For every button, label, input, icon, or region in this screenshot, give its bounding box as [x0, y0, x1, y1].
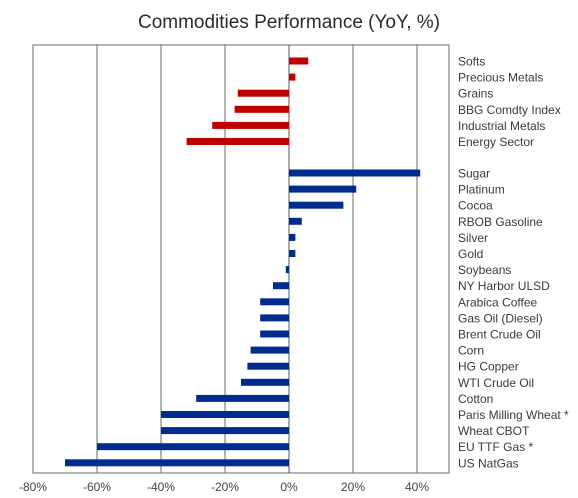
bar — [289, 201, 344, 209]
bar — [234, 105, 289, 113]
bar — [241, 378, 289, 386]
bar — [289, 73, 296, 81]
chart-title: Commodities Performance (YoY, %) — [137, 12, 440, 33]
bar — [289, 169, 421, 177]
bar — [196, 394, 289, 402]
category-label: Sugar — [458, 167, 490, 181]
category-label: Energy Sector — [458, 135, 534, 149]
category-label: US NatGas — [458, 456, 519, 470]
category-label: EU TTF Gas * — [458, 440, 533, 454]
bar — [289, 57, 309, 65]
category-label: Gold — [458, 247, 483, 261]
category-label: Silver — [458, 231, 488, 245]
x-tick-labels: -80% -60% -40% -20% 0% 20% 40% — [19, 480, 429, 494]
category-label: RBOB Gasoline — [458, 215, 543, 229]
category-labels: Softs Precious Metals Grains BBG Comdty Ind… — [458, 55, 569, 471]
x-tick-label: -80% — [19, 480, 47, 494]
category-label: Soybeans — [458, 263, 511, 277]
bar — [161, 411, 289, 418]
category-label: Industrial Metals — [458, 119, 545, 133]
category-label: Gas Oil (Diesel) — [458, 311, 543, 325]
category-label: Softs — [458, 55, 485, 69]
category-label: Arabica Coffee — [458, 295, 537, 309]
category-label: NY Harbor ULSD — [458, 279, 550, 293]
x-tick-label: -40% — [147, 480, 175, 494]
bar — [161, 427, 289, 435]
category-label: WTI Crude Oil — [458, 376, 534, 390]
category-label: BBG Comdty Index — [458, 103, 561, 117]
bar — [97, 443, 289, 451]
bar — [65, 459, 289, 467]
gridlines — [96, 45, 418, 473]
x-tick-label: 0% — [280, 480, 298, 494]
bar — [260, 298, 289, 306]
category-label: Corn — [458, 344, 484, 358]
x-tick-label: 20% — [341, 480, 365, 494]
x-tick-label: 40% — [405, 480, 429, 494]
bar — [260, 314, 289, 322]
category-label: Brent Crude Oil — [458, 328, 541, 342]
bar — [289, 217, 302, 225]
category-label: Platinum — [458, 183, 505, 197]
category-label: Paris Milling Wheat * — [458, 408, 569, 422]
category-label: Cotton — [458, 392, 493, 406]
bar — [186, 138, 289, 145]
bar — [285, 266, 289, 274]
bar — [212, 121, 289, 129]
bar — [289, 185, 357, 193]
category-label: Wheat CBOT — [458, 424, 530, 438]
bar — [289, 233, 296, 241]
bar — [247, 362, 289, 370]
category-label: Grains — [458, 87, 493, 101]
bar — [237, 89, 289, 97]
category-label: Cocoa — [458, 199, 493, 213]
x-tick-label: -20% — [211, 480, 239, 494]
bar — [289, 250, 296, 257]
category-label: HG Copper — [458, 360, 519, 374]
bar — [260, 330, 289, 338]
bar — [250, 346, 289, 354]
x-tick-label: -60% — [83, 480, 111, 494]
bar — [273, 282, 289, 290]
bars — [65, 57, 421, 467]
plot-frame — [32, 44, 450, 474]
category-label: Precious Metals — [458, 71, 543, 85]
